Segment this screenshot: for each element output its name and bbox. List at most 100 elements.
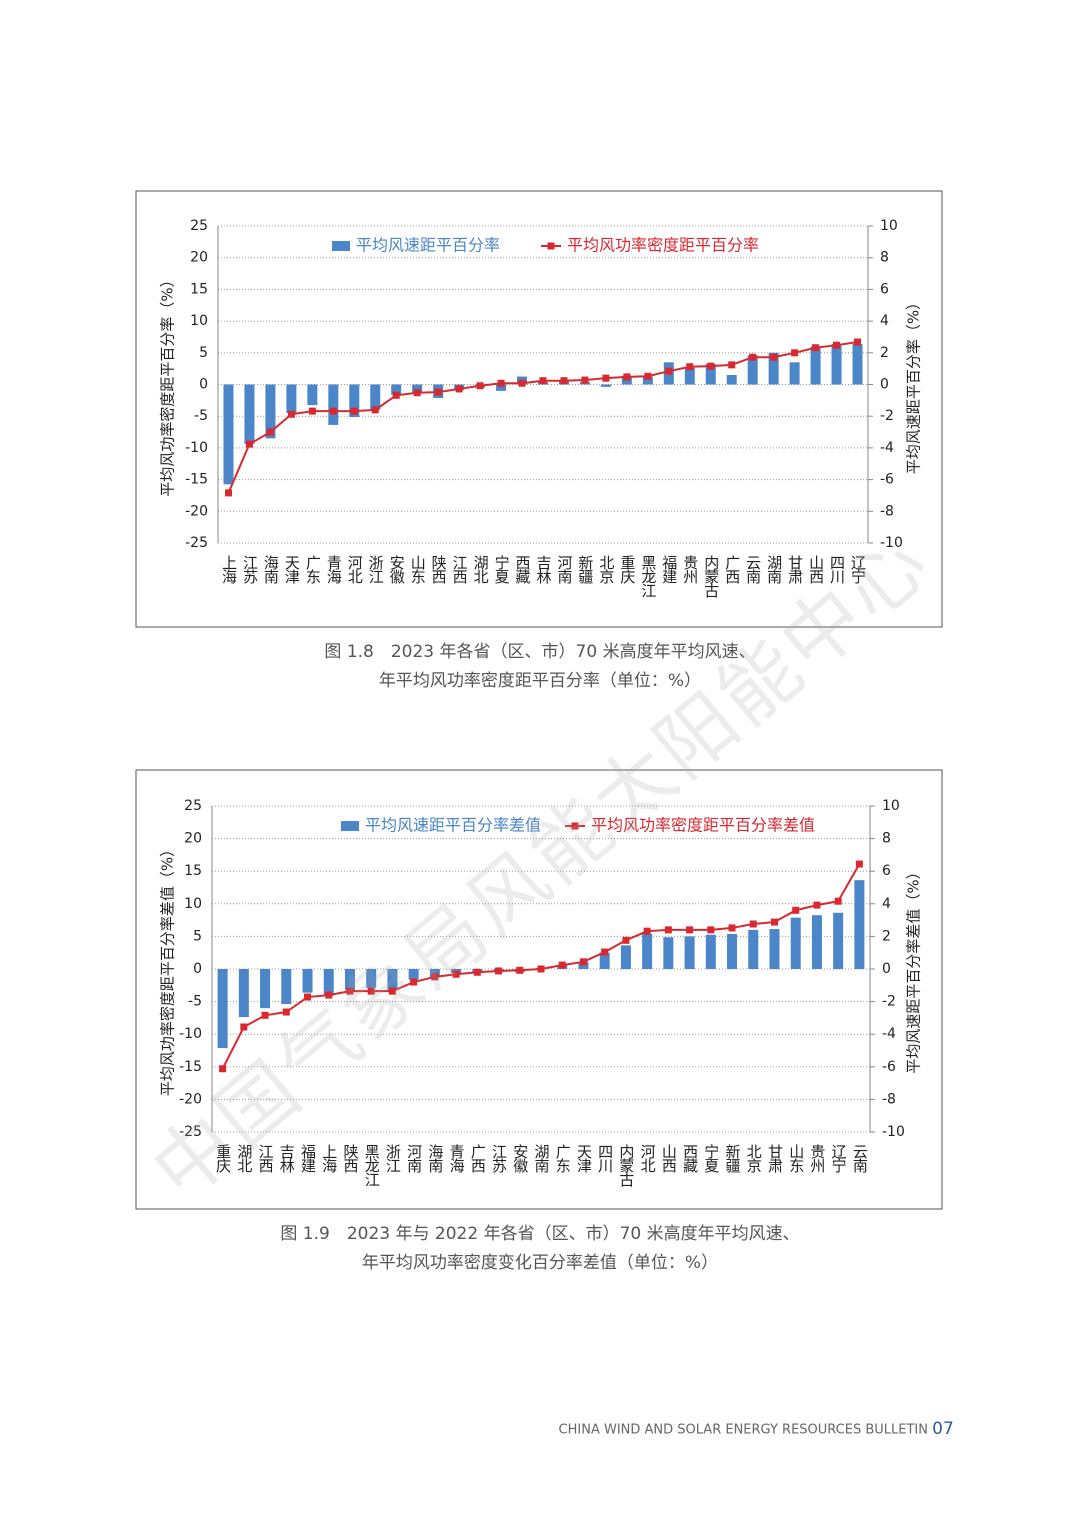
point xyxy=(287,410,295,418)
bar xyxy=(852,344,863,385)
point xyxy=(452,970,460,978)
point xyxy=(516,966,524,974)
chart-frame xyxy=(135,190,943,628)
point xyxy=(622,936,630,944)
point xyxy=(602,374,610,382)
y-tick-label: -15 xyxy=(185,472,208,488)
point xyxy=(601,948,609,956)
x-tick-label: 天津 xyxy=(283,555,301,584)
y2-tick-label: -2 xyxy=(882,994,896,1010)
bar xyxy=(705,363,716,385)
y-tick-label: -25 xyxy=(185,535,208,551)
bar xyxy=(748,929,759,969)
y2-tick-label: -6 xyxy=(882,1059,896,1075)
x-tick-label: 天津 xyxy=(575,1144,593,1173)
x-tick-label: 河北 xyxy=(346,555,364,584)
y2-tick-label: 6 xyxy=(880,281,889,297)
x-tick-label: 青海 xyxy=(448,1144,466,1173)
point xyxy=(346,987,354,995)
point xyxy=(834,897,842,905)
bar xyxy=(244,384,255,444)
bar xyxy=(302,969,313,993)
bar xyxy=(366,969,377,988)
point xyxy=(623,373,631,381)
point xyxy=(707,362,715,370)
x-tick-label: 江西 xyxy=(451,555,469,584)
x-tick-label: 上海 xyxy=(220,555,238,584)
legend-label: 平均风速距平百分率 xyxy=(356,236,500,255)
point xyxy=(518,379,526,387)
x-tick-label: 北京 xyxy=(745,1144,763,1174)
x-tick-label: 上海 xyxy=(320,1144,338,1173)
y-tick-label: -5 xyxy=(194,408,208,424)
bar xyxy=(429,969,440,978)
y2-tick-label: 10 xyxy=(880,218,898,234)
y2-tick-label: -6 xyxy=(880,472,894,488)
bar xyxy=(663,937,674,969)
caption: 年平均风功率密度变化百分率差值（单位：%） xyxy=(362,1253,718,1273)
x-tick-label: 贵州 xyxy=(808,1144,826,1173)
x-tick-label: 湖北 xyxy=(472,555,490,584)
point xyxy=(350,407,358,415)
x-tick-label: 青海 xyxy=(325,555,343,584)
point xyxy=(643,927,651,935)
point xyxy=(728,361,736,369)
y-tick-label: 0 xyxy=(199,377,208,393)
x-tick-label: 内蒙古 xyxy=(617,1144,635,1187)
point xyxy=(728,924,736,932)
bar xyxy=(726,374,737,385)
bar xyxy=(642,933,653,969)
legend-label: 平均风功率密度距平百分率差值 xyxy=(591,816,815,835)
x-tick-label: 陕西 xyxy=(341,1144,359,1173)
x-tick-label: 广东 xyxy=(304,555,322,584)
bar xyxy=(281,969,292,1005)
x-tick-label: 江苏 xyxy=(241,555,259,585)
point xyxy=(497,379,505,387)
y2-tick-label: -10 xyxy=(880,535,903,551)
y-tick-label: 25 xyxy=(190,218,208,234)
caption: 图 1.9 2023 年与 2022 年各省（区、市）70 米高度年平均风速、 xyxy=(280,1224,799,1244)
x-tick-label: 贵州 xyxy=(681,555,699,584)
legend-marker xyxy=(571,822,579,830)
x-tick-label: 山西 xyxy=(807,555,825,584)
footer-text: CHINA WIND AND SOLAR ENERGY RESOURCES BU… xyxy=(559,1423,928,1438)
bar xyxy=(286,384,297,414)
point xyxy=(240,1023,248,1031)
y2-tick-label: 0 xyxy=(880,377,889,393)
bar xyxy=(811,915,822,969)
legend-label: 平均风速距平百分率差值 xyxy=(365,816,541,835)
x-tick-label: 湖南 xyxy=(765,555,783,584)
page-number: 07 xyxy=(932,1419,954,1439)
point xyxy=(854,338,862,346)
y-tick-label: -10 xyxy=(179,1026,202,1042)
x-tick-label: 宁夏 xyxy=(493,555,511,584)
point xyxy=(855,860,863,868)
x-tick-label: 吉林 xyxy=(278,1144,296,1173)
bar xyxy=(833,912,844,969)
y2-tick-label: 8 xyxy=(882,831,891,847)
y-tick-label: 5 xyxy=(193,928,202,944)
point xyxy=(224,489,232,497)
point xyxy=(664,926,672,934)
bar xyxy=(323,969,334,996)
y-tick-label: -15 xyxy=(179,1059,202,1075)
bar xyxy=(578,961,589,969)
point xyxy=(367,987,375,995)
y-tick-label: 20 xyxy=(190,250,208,266)
legend-swatch xyxy=(332,241,350,251)
x-tick-label: 河南 xyxy=(405,1144,423,1173)
point xyxy=(791,349,799,357)
bar xyxy=(620,945,631,969)
bar xyxy=(260,969,271,1009)
y-tick-label: 5 xyxy=(199,345,208,361)
point xyxy=(749,920,757,928)
y-tick-label: -20 xyxy=(179,1091,202,1107)
x-tick-label: 重庆 xyxy=(214,1144,232,1173)
y-tick-label: 0 xyxy=(193,961,202,977)
x-tick-label: 重庆 xyxy=(618,555,636,584)
bar xyxy=(349,384,360,417)
y-axis-label: 平均风功率密度距平百分率差值（%） xyxy=(159,842,177,1096)
y2-tick-label: -8 xyxy=(880,503,894,519)
point xyxy=(749,353,757,361)
point xyxy=(686,926,694,934)
